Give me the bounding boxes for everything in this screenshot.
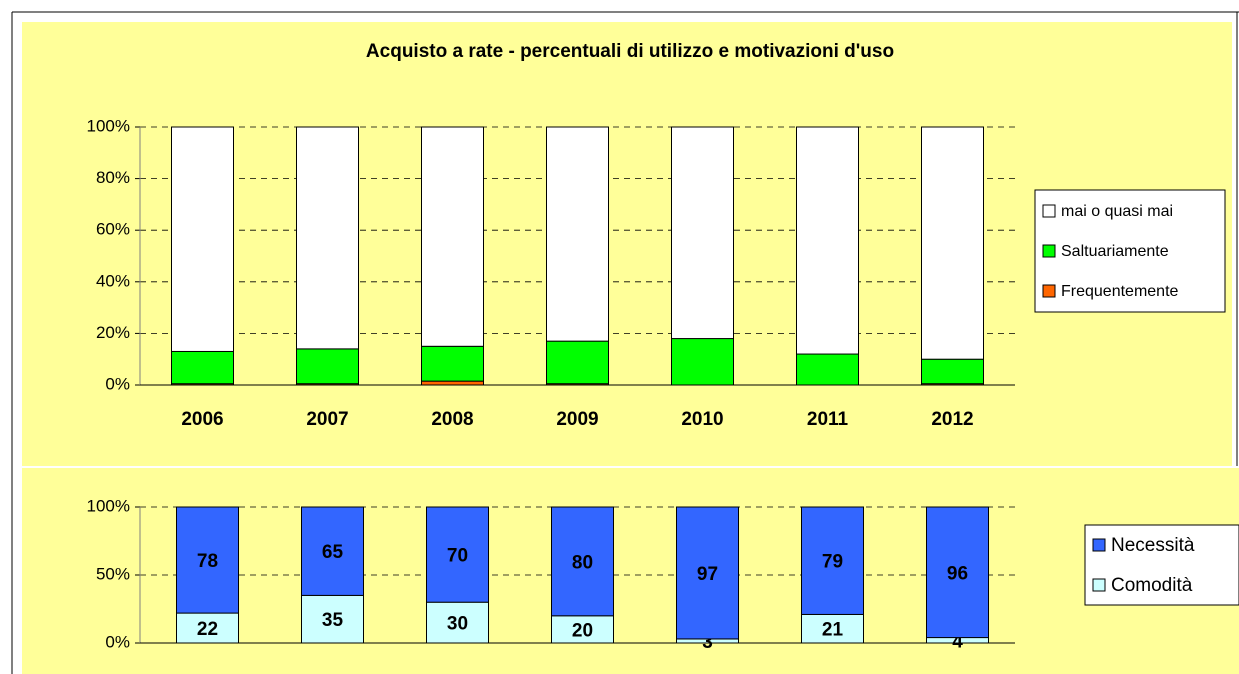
bar-segment — [296, 126, 359, 350]
bar-segment — [171, 126, 234, 352]
y-tick-label: 0% — [105, 374, 130, 393]
data-label: 70 — [447, 546, 468, 567]
x-tick-label: 2011 — [807, 409, 849, 430]
x-tick-label: 2007 — [306, 409, 348, 430]
y-tick-label: 0% — [105, 632, 130, 651]
bar-segment — [421, 345, 484, 382]
data-label: 21 — [822, 620, 844, 641]
x-tick-label: 2009 — [556, 409, 598, 430]
bar-segment — [546, 340, 609, 385]
legend-label: mai o quasi mai — [1061, 203, 1173, 220]
bar-segment — [296, 348, 359, 385]
legend-swatch — [1092, 578, 1106, 592]
bar-segment — [926, 506, 989, 639]
bar-segment — [421, 380, 484, 386]
bar-segment — [176, 612, 239, 644]
y-tick-label: 20% — [96, 323, 130, 342]
legend-box — [1084, 524, 1239, 606]
data-label: 3 — [702, 632, 713, 653]
bar-segment — [676, 506, 739, 640]
bar-segment — [796, 126, 859, 355]
chart-title: Acquisto a rate - percentuali di utilizz… — [366, 41, 894, 62]
x-tick-label: 2008 — [431, 409, 473, 430]
bar-segment — [546, 126, 609, 342]
bar-segment — [301, 506, 364, 596]
bar-segment — [301, 594, 364, 644]
data-label: 20 — [572, 620, 593, 641]
bar-segment — [176, 506, 239, 614]
legend-swatch — [1092, 538, 1106, 552]
bar-segment — [921, 358, 984, 385]
data-label: 22 — [197, 619, 218, 640]
data-label: 79 — [822, 552, 843, 573]
bar-segment — [801, 506, 864, 615]
data-label: 80 — [572, 552, 593, 573]
bar-segment — [171, 350, 234, 385]
bar-segment — [796, 353, 859, 386]
legend-label: Necessità — [1111, 535, 1195, 556]
data-label: 78 — [197, 551, 218, 572]
data-label: 4 — [952, 631, 963, 652]
data-label: 97 — [697, 564, 718, 585]
x-tick-label: 2006 — [181, 409, 223, 430]
bar-segment — [921, 126, 984, 360]
x-tick-label: 2010 — [681, 409, 723, 430]
data-label: 30 — [447, 614, 468, 635]
y-tick-label: 100% — [87, 116, 130, 135]
y-tick-label: 50% — [96, 564, 130, 583]
legend-label: Comodità — [1111, 575, 1193, 596]
y-tick-label: 60% — [96, 220, 130, 239]
bar-segment — [421, 126, 484, 347]
y-tick-label: 100% — [87, 496, 130, 515]
data-label: 35 — [322, 610, 344, 631]
legend-swatch — [1042, 284, 1056, 298]
bar-segment — [426, 601, 489, 644]
legend-swatch — [1042, 204, 1056, 218]
y-tick-label: 40% — [96, 271, 130, 290]
data-label: 65 — [322, 542, 344, 563]
bar-segment — [671, 338, 734, 386]
data-label: 96 — [947, 563, 968, 584]
bar-segment — [426, 506, 489, 603]
bar-segment — [551, 506, 614, 617]
legend-label: Frequentemente — [1061, 283, 1179, 300]
y-tick-label: 80% — [96, 168, 130, 187]
bar-segment — [671, 126, 734, 340]
bar-segment — [801, 613, 864, 644]
legend-swatch — [1042, 244, 1056, 258]
legend-box — [1034, 189, 1226, 313]
legend-label: Saltuariamente — [1061, 243, 1169, 260]
x-tick-label: 2012 — [931, 409, 973, 430]
